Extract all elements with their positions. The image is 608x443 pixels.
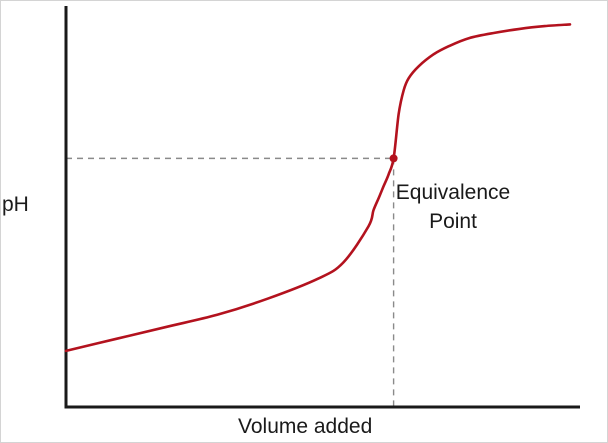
equivalence-point-label: Equivalence Point [395, 181, 511, 233]
equivalence-guides [66, 157, 395, 407]
axes [64, 6, 580, 409]
annotation-marks [389, 154, 398, 163]
y-axis-label: pH [2, 193, 29, 216]
x-axis-label: Volume added [238, 415, 373, 438]
series-layer [64, 23, 572, 353]
series-line-0 [64, 23, 572, 353]
equivalence-point-marker [389, 154, 398, 163]
